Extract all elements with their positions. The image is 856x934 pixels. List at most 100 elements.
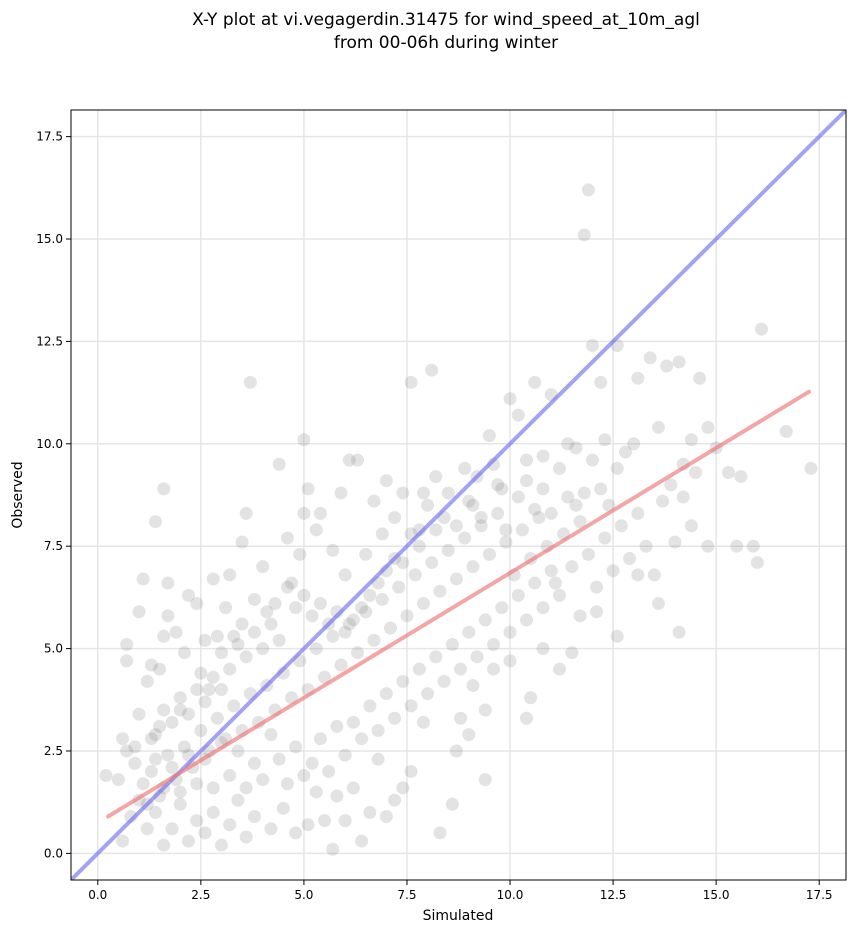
- data-point: [536, 601, 550, 615]
- data-point: [404, 375, 418, 389]
- data-point: [144, 658, 158, 672]
- data-point: [511, 490, 525, 504]
- data-point: [449, 572, 463, 586]
- data-point: [346, 715, 360, 729]
- data-point: [144, 732, 158, 746]
- data-point: [598, 433, 612, 447]
- data-point: [684, 519, 698, 533]
- data-point: [495, 601, 509, 615]
- data-point: [371, 752, 385, 766]
- data-point: [359, 547, 373, 561]
- y-tick-label: 15.0: [36, 232, 63, 246]
- data-point: [449, 744, 463, 758]
- data-point: [569, 498, 583, 512]
- data-point: [355, 834, 369, 848]
- data-point: [804, 461, 818, 475]
- data-point: [116, 834, 130, 848]
- data-point: [309, 785, 323, 799]
- data-point: [651, 420, 665, 434]
- data-point: [581, 547, 595, 561]
- data-point: [313, 506, 327, 520]
- data-point: [375, 592, 389, 606]
- data-point: [280, 777, 294, 791]
- data-point: [466, 560, 480, 574]
- data-point: [198, 826, 212, 840]
- data-point: [247, 625, 261, 639]
- data-point: [165, 822, 179, 836]
- plot-frame: [70, 109, 847, 881]
- data-point: [779, 425, 793, 439]
- data-point: [111, 773, 125, 787]
- data-point: [338, 568, 352, 582]
- data-point: [231, 637, 245, 651]
- data-point: [524, 691, 538, 705]
- scatter-points: [99, 183, 818, 856]
- data-point: [334, 658, 348, 672]
- x-tick-label: 5.0: [294, 888, 313, 902]
- y-tick-label: 0.0: [44, 846, 63, 860]
- data-point: [536, 449, 550, 463]
- data-point: [660, 359, 674, 373]
- data-point: [379, 687, 393, 701]
- data-point: [128, 740, 142, 754]
- grid: [71, 110, 846, 880]
- data-point: [149, 728, 163, 742]
- data-point: [487, 662, 501, 676]
- data-point: [367, 494, 381, 508]
- data-point: [676, 490, 690, 504]
- data-point: [536, 642, 550, 656]
- data-point: [326, 543, 340, 557]
- data-point: [330, 719, 344, 733]
- data-point: [173, 703, 187, 717]
- data-point: [247, 810, 261, 824]
- data-point: [548, 576, 562, 590]
- data-point: [536, 482, 550, 496]
- data-point: [478, 613, 492, 627]
- data-point: [363, 588, 377, 602]
- data-point: [437, 674, 451, 688]
- data-point: [157, 703, 171, 717]
- data-point: [149, 805, 163, 819]
- fit-lines: [71, 110, 846, 880]
- data-point: [462, 494, 476, 508]
- data-point: [231, 744, 245, 758]
- data-point: [421, 687, 435, 701]
- data-point: [165, 760, 179, 774]
- data-point: [181, 707, 195, 721]
- data-point: [396, 674, 410, 688]
- data-point: [750, 556, 764, 570]
- y-tick-label: 10.0: [36, 437, 63, 451]
- data-point: [198, 695, 212, 709]
- data-point: [598, 531, 612, 545]
- data-point: [701, 420, 715, 434]
- data-point: [383, 621, 397, 635]
- data-point: [116, 732, 130, 746]
- regression-line: [106, 389, 811, 819]
- data-point: [285, 691, 299, 705]
- data-point: [132, 707, 146, 721]
- data-point: [569, 441, 583, 455]
- data-point: [400, 609, 414, 623]
- data-point: [445, 797, 459, 811]
- data-point: [264, 822, 278, 836]
- data-point: [520, 613, 534, 627]
- data-point: [581, 183, 595, 197]
- data-point: [173, 691, 187, 705]
- data-point: [585, 453, 599, 467]
- data-point: [672, 625, 686, 639]
- data-point: [375, 527, 389, 541]
- data-point: [239, 650, 253, 664]
- data-point: [181, 834, 195, 848]
- data-point: [264, 617, 278, 631]
- data-point: [305, 756, 319, 770]
- data-point: [272, 752, 286, 766]
- data-point: [631, 568, 645, 582]
- data-point: [643, 351, 657, 365]
- data-point: [173, 785, 187, 799]
- data-point: [338, 748, 352, 762]
- data-point: [511, 408, 525, 422]
- data-point: [470, 650, 484, 664]
- data-point: [99, 769, 113, 783]
- data-point: [149, 515, 163, 529]
- data-point: [684, 433, 698, 447]
